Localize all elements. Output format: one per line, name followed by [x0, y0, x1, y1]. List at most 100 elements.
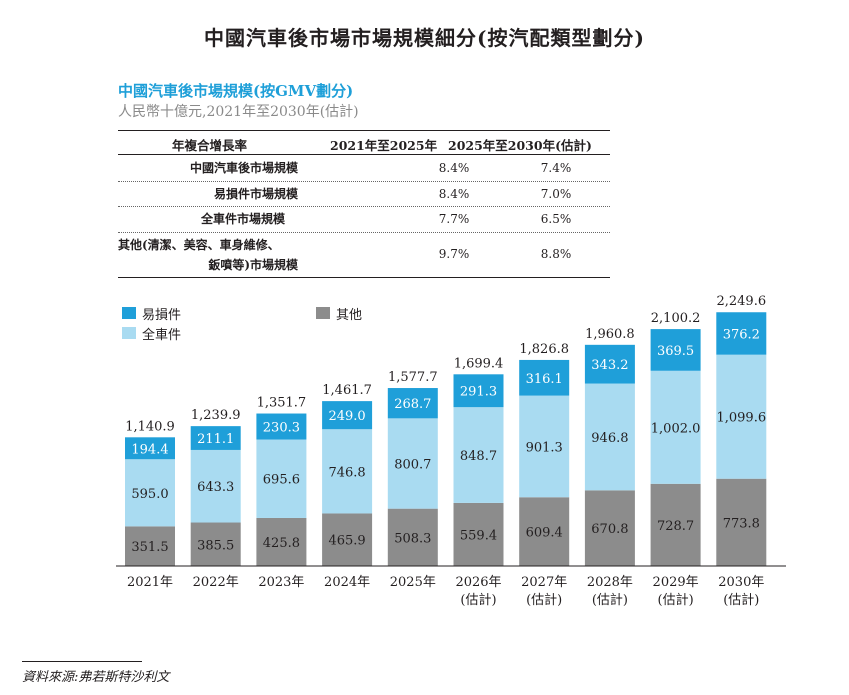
- data-label-full: 746.8: [328, 465, 365, 480]
- bar-segment-full: [387, 418, 438, 509]
- bar-segment-full: [256, 439, 307, 518]
- data-label-wear: 268.7: [394, 397, 431, 412]
- row-label-continued: 鈑噴等)市場規模: [208, 258, 298, 272]
- total-label: 2,100.2: [651, 311, 701, 326]
- row-value-2: 6.5%: [540, 212, 572, 226]
- data-label-wear: 291.3: [460, 385, 497, 400]
- legend-label-full: 全車件: [142, 328, 182, 343]
- legend-swatch-other: [316, 307, 330, 319]
- legend-swatch-wear: [122, 307, 136, 319]
- data-label-other: 670.8: [591, 522, 628, 537]
- data-label-other: 609.4: [526, 526, 563, 541]
- table-top-rule: [118, 130, 610, 131]
- table-bottom-rule: [118, 277, 610, 278]
- category-label: 2023年: [258, 575, 304, 590]
- source-note: 資料來源:弗若斯特沙利文: [22, 670, 170, 685]
- data-label-full: 695.6: [263, 473, 300, 488]
- data-label-other: 773.8: [723, 516, 760, 531]
- total-label: 2,249.6: [716, 294, 766, 309]
- legend-label-other: 其他: [336, 308, 363, 323]
- category-sublabel: (估計): [592, 592, 628, 608]
- row-label: 易損件市場規模: [213, 187, 298, 201]
- table-divider: [118, 206, 610, 207]
- bar-segment-other: [322, 513, 373, 566]
- bar-segment-other: [519, 497, 570, 566]
- row-label: 中國汽車後市場規模: [189, 161, 298, 175]
- data-label-full: 1,099.6: [716, 411, 766, 426]
- bar-segment-full: [716, 354, 767, 479]
- legend-swatch-full: [122, 327, 136, 339]
- category-label: 2025年: [390, 575, 436, 590]
- bar-segment-wear: [650, 329, 701, 371]
- bar-segment-other: [650, 483, 701, 566]
- bar-segment-wear: [256, 413, 307, 440]
- legend-label-wear: 易損件: [142, 308, 182, 323]
- bar-segment-wear: [584, 344, 635, 384]
- table-header-rule: [118, 154, 610, 155]
- category-label: 2022年: [193, 575, 239, 590]
- page-title: 中國汽車後市場市場規模細分(按汽配類型劃分): [204, 26, 645, 50]
- row-value-1: 8.4%: [438, 161, 470, 175]
- data-label-full: 1,002.0: [651, 421, 701, 436]
- data-label-other: 351.5: [131, 540, 168, 555]
- category-label: 2027年: [521, 575, 567, 590]
- bar-segment-other: [584, 490, 635, 566]
- data-label-wear: 316.1: [526, 372, 563, 387]
- total-label: 1,826.8: [519, 342, 569, 357]
- category-label: 2028年: [587, 575, 633, 590]
- bar-segment-wear: [387, 388, 438, 419]
- bar-segment-other: [387, 508, 438, 566]
- total-label: 1,960.8: [585, 327, 635, 342]
- bar-segment-other: [125, 526, 175, 566]
- data-label-full: 901.3: [526, 440, 563, 455]
- data-label-wear: 369.5: [657, 344, 694, 359]
- row-value-2: 7.4%: [540, 161, 572, 175]
- data-label-other: 425.8: [263, 536, 300, 551]
- data-label-wear: 376.2: [723, 327, 760, 342]
- category-sublabel: (估計): [460, 592, 496, 608]
- total-label: 1,461.7: [322, 383, 372, 398]
- bar-segment-wear: [716, 312, 767, 355]
- table-header-metric: 年複合增長率: [172, 138, 248, 153]
- data-label-other: 508.3: [394, 531, 431, 546]
- row-value-1: 7.7%: [438, 212, 470, 226]
- data-label-full: 848.7: [460, 449, 497, 464]
- total-label: 1,699.4: [454, 356, 504, 371]
- bar-segment-full: [190, 449, 241, 523]
- data-label-other: 559.4: [460, 528, 497, 543]
- source-rule: [22, 661, 142, 662]
- category-sublabel: (估計): [658, 592, 694, 608]
- row-label: 全車件市場規模: [200, 212, 285, 226]
- total-label: 1,577.7: [388, 370, 438, 385]
- data-label-wear: 194.4: [131, 442, 168, 457]
- data-label-other: 465.9: [328, 534, 365, 549]
- row-value-2: 8.8%: [540, 247, 572, 261]
- data-label-full: 946.8: [591, 431, 628, 446]
- chart-title: 中國汽車後市場規模(按GMV劃分): [118, 82, 354, 100]
- bar-segment-other: [256, 517, 307, 566]
- chart-subtitle: 人民幣十億元,2021年至2030年(估計): [118, 104, 359, 120]
- row-label: 其他(清潔、美容、車身維修、: [118, 238, 280, 252]
- category-label: 2024年: [324, 575, 370, 590]
- bar-segment-full: [650, 370, 701, 484]
- data-label-full: 800.7: [394, 458, 431, 473]
- bar-segment-wear: [322, 401, 373, 430]
- bar-segment-full: [125, 459, 175, 527]
- bar-segment-wear: [125, 437, 175, 460]
- category-label: 2026年: [455, 575, 501, 590]
- bar-segment-full: [322, 429, 373, 514]
- category-label: 2021年: [127, 575, 173, 590]
- bar-segment-wear: [190, 426, 241, 450]
- table-divider: [118, 232, 610, 233]
- data-label-other: 385.5: [197, 538, 234, 553]
- bar-segment-wear: [519, 359, 570, 396]
- table-header-period-1: 2021年至2025年: [330, 138, 438, 153]
- total-label: 1,140.9: [125, 419, 175, 434]
- data-label-wear: 211.1: [197, 432, 234, 447]
- data-label-wear: 343.2: [591, 358, 628, 373]
- row-value-2: 7.0%: [540, 187, 572, 201]
- table-header-period-2: 2025年至2030年(估計): [448, 138, 592, 153]
- bar-segment-other: [716, 478, 767, 566]
- category-label: 2029年: [653, 575, 699, 590]
